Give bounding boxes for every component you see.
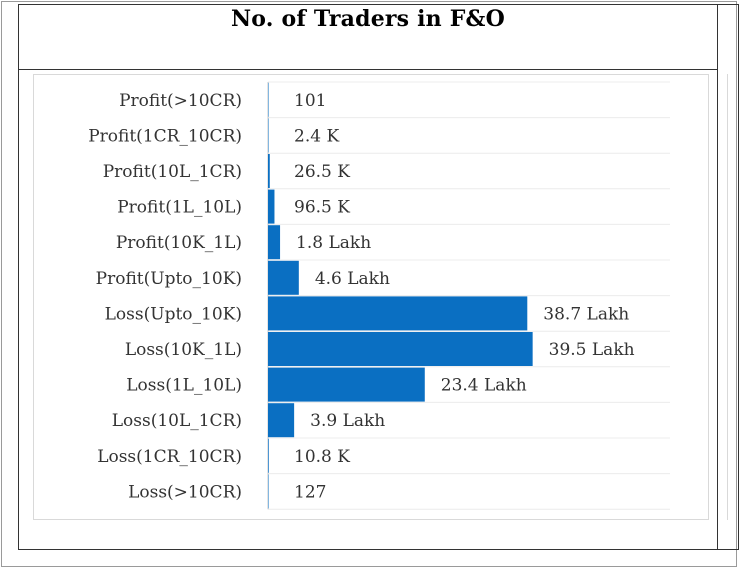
bar xyxy=(268,82,269,117)
bar xyxy=(268,118,269,153)
bar xyxy=(268,438,269,473)
bar xyxy=(268,332,533,366)
bar xyxy=(268,474,269,509)
data-label: 4.6 Lakh xyxy=(315,269,390,289)
data-label: 23.4 Lakh xyxy=(441,376,527,396)
chart-title: No. of Traders in F&O xyxy=(230,6,505,32)
category-label: Profit(>10CR) xyxy=(119,91,242,111)
data-label: 39.5 Lakh xyxy=(549,340,635,360)
data-label: 2.4 K xyxy=(294,126,339,146)
header-row xyxy=(18,4,718,70)
category-label: Loss(10K_1L) xyxy=(125,340,242,360)
data-label: 38.7 Lakh xyxy=(543,304,629,324)
category-label: Profit(1L_10L) xyxy=(117,198,242,218)
table-column-divider xyxy=(717,4,718,550)
data-label: 96.5 K xyxy=(294,198,350,218)
data-label: 1.8 Lakh xyxy=(296,233,371,253)
category-label: Profit(10K_1L) xyxy=(116,233,242,253)
category-label: Loss(1L_10L) xyxy=(126,376,242,396)
bar xyxy=(268,296,528,331)
data-label: 3.9 Lakh xyxy=(310,411,385,431)
data-label: 101 xyxy=(294,91,326,111)
adjacent-cell-strip xyxy=(727,74,735,520)
category-label: Loss(10L_1CR) xyxy=(112,411,242,431)
data-label: 10.8 K xyxy=(294,447,350,467)
data-label: 127 xyxy=(294,482,326,502)
bar xyxy=(268,403,295,438)
bar xyxy=(268,154,270,188)
bar xyxy=(268,225,281,260)
chart-area xyxy=(33,74,709,520)
category-label: Loss(>10CR) xyxy=(128,482,242,502)
category-label: Profit(10L_1CR) xyxy=(103,162,242,182)
bar xyxy=(268,367,425,402)
category-label: Profit(Upto_10K) xyxy=(96,269,242,289)
category-label: Loss(Upto_10K) xyxy=(105,304,242,324)
category-label: Profit(1CR_10CR) xyxy=(88,126,242,146)
bar xyxy=(268,260,299,295)
data-label: 26.5 K xyxy=(294,162,350,182)
category-label: Loss(1CR_10CR) xyxy=(97,447,242,467)
bar xyxy=(268,189,275,224)
